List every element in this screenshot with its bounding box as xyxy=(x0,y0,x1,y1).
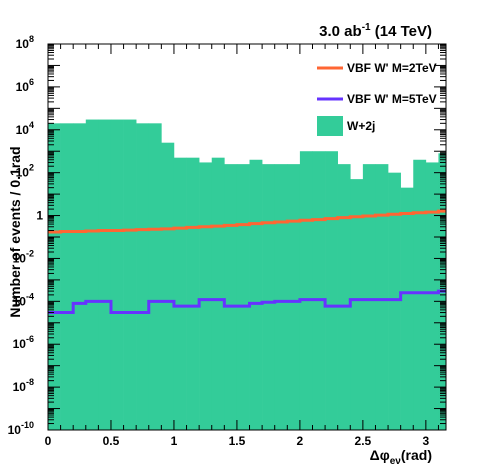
histogram-bar xyxy=(199,162,213,431)
y-tick-label: 10-10 xyxy=(8,420,34,437)
y-tick-base: 10 xyxy=(13,337,27,351)
y-tick-exponent: 8 xyxy=(29,34,34,44)
legend-swatch-filled xyxy=(317,116,343,136)
y-tick-label: 108 xyxy=(16,34,34,51)
histogram-bar xyxy=(337,164,351,430)
x-tick-label: 0 xyxy=(45,434,52,448)
histogram-bar xyxy=(224,164,238,430)
x-tick-label: 1 xyxy=(171,434,178,448)
y-tick-exponent: -8 xyxy=(26,377,34,387)
histogram-bar xyxy=(173,157,187,430)
histogram-bar xyxy=(325,151,338,430)
x-tick-label: 2 xyxy=(297,434,304,448)
y-axis-title: Number of events / 0.1rad xyxy=(7,146,23,317)
series-line-1 xyxy=(48,209,446,234)
histogram-bar xyxy=(123,119,137,431)
y-tick-base: 10 xyxy=(16,37,30,51)
y-tick-exponent: -2 xyxy=(26,248,34,258)
y-tick-label: 102 xyxy=(16,163,34,180)
y-tick-exponent: 2 xyxy=(29,163,34,173)
histogram-bar xyxy=(136,123,150,430)
histogram-bar xyxy=(211,157,225,430)
x-axis-title: Δφeν(rad) xyxy=(370,447,432,467)
y-tick-label: 1 xyxy=(36,209,43,223)
histogram-bar xyxy=(388,172,401,430)
series-line-2 xyxy=(48,289,446,315)
chart-title: 3.0 ab-1 (14 TeV) xyxy=(319,22,432,40)
histogram-bar xyxy=(249,159,263,430)
histogram-bar xyxy=(287,164,301,430)
histogram-bar xyxy=(400,187,414,430)
y-tick-exponent: -6 xyxy=(26,334,34,344)
x-tick-label: 1.5 xyxy=(229,434,246,448)
histogram-bar xyxy=(186,157,200,430)
y-tick-exponent: 6 xyxy=(29,77,34,87)
legend-label: W+2j xyxy=(347,119,375,133)
y-tick-base: 10 xyxy=(8,423,22,437)
background-histogram xyxy=(48,119,447,431)
histogram-bar xyxy=(312,151,326,430)
x-axis: 0 0.5 1 1.5 2 2.5 3 xyxy=(45,44,439,448)
x-tick-label: 2.5 xyxy=(355,434,372,448)
histogram-bar xyxy=(48,123,61,430)
histogram-bar xyxy=(161,142,175,431)
histogram-bar xyxy=(413,159,427,430)
y-tick-label: 106 xyxy=(16,77,34,94)
histogram-bar xyxy=(425,162,439,431)
legend: VBF W' M=2TeV VBF W' M=5TeV W+2j xyxy=(317,61,437,136)
histogram-bar xyxy=(375,164,389,430)
legend-label: VBF W' M=2TeV xyxy=(347,61,437,75)
y-tick-base: 10 xyxy=(16,166,30,180)
histogram-bar xyxy=(148,123,162,430)
y-tick-base: 10 xyxy=(16,123,30,137)
x-tick-label: 0.5 xyxy=(103,434,120,448)
y-tick-exponent: -10 xyxy=(21,420,34,430)
histogram-bar xyxy=(73,123,87,430)
histogram-bar xyxy=(98,119,112,431)
histogram-bar xyxy=(236,164,250,430)
y-tick-label: 10-8 xyxy=(13,377,34,394)
histogram-bar xyxy=(85,119,99,431)
y-tick-label: 104 xyxy=(16,120,34,137)
histogram-bar xyxy=(110,119,124,431)
histogram-bar xyxy=(274,164,288,430)
y-tick-label: 10-6 xyxy=(13,334,34,351)
y-tick-label: 10-2 xyxy=(13,248,34,265)
histogram-bar xyxy=(362,164,376,430)
histogram-bar xyxy=(262,164,276,430)
x-tick-label: 3 xyxy=(423,434,430,448)
y-tick-base: 10 xyxy=(16,80,30,94)
histogram-bar xyxy=(299,151,313,430)
legend-label: VBF W' M=5TeV xyxy=(347,92,437,106)
y-tick-exponent: 4 xyxy=(29,120,34,130)
y-tick-exponent: -4 xyxy=(26,291,34,301)
y-tick-base: 10 xyxy=(13,251,27,265)
y-tick-base: 10 xyxy=(13,380,27,394)
histogram-bar xyxy=(60,123,74,430)
y-tick-label: 10-4 xyxy=(13,291,34,308)
histogram-bar xyxy=(350,179,364,430)
y-tick-base: 10 xyxy=(13,294,27,308)
signal-lines xyxy=(48,209,446,315)
